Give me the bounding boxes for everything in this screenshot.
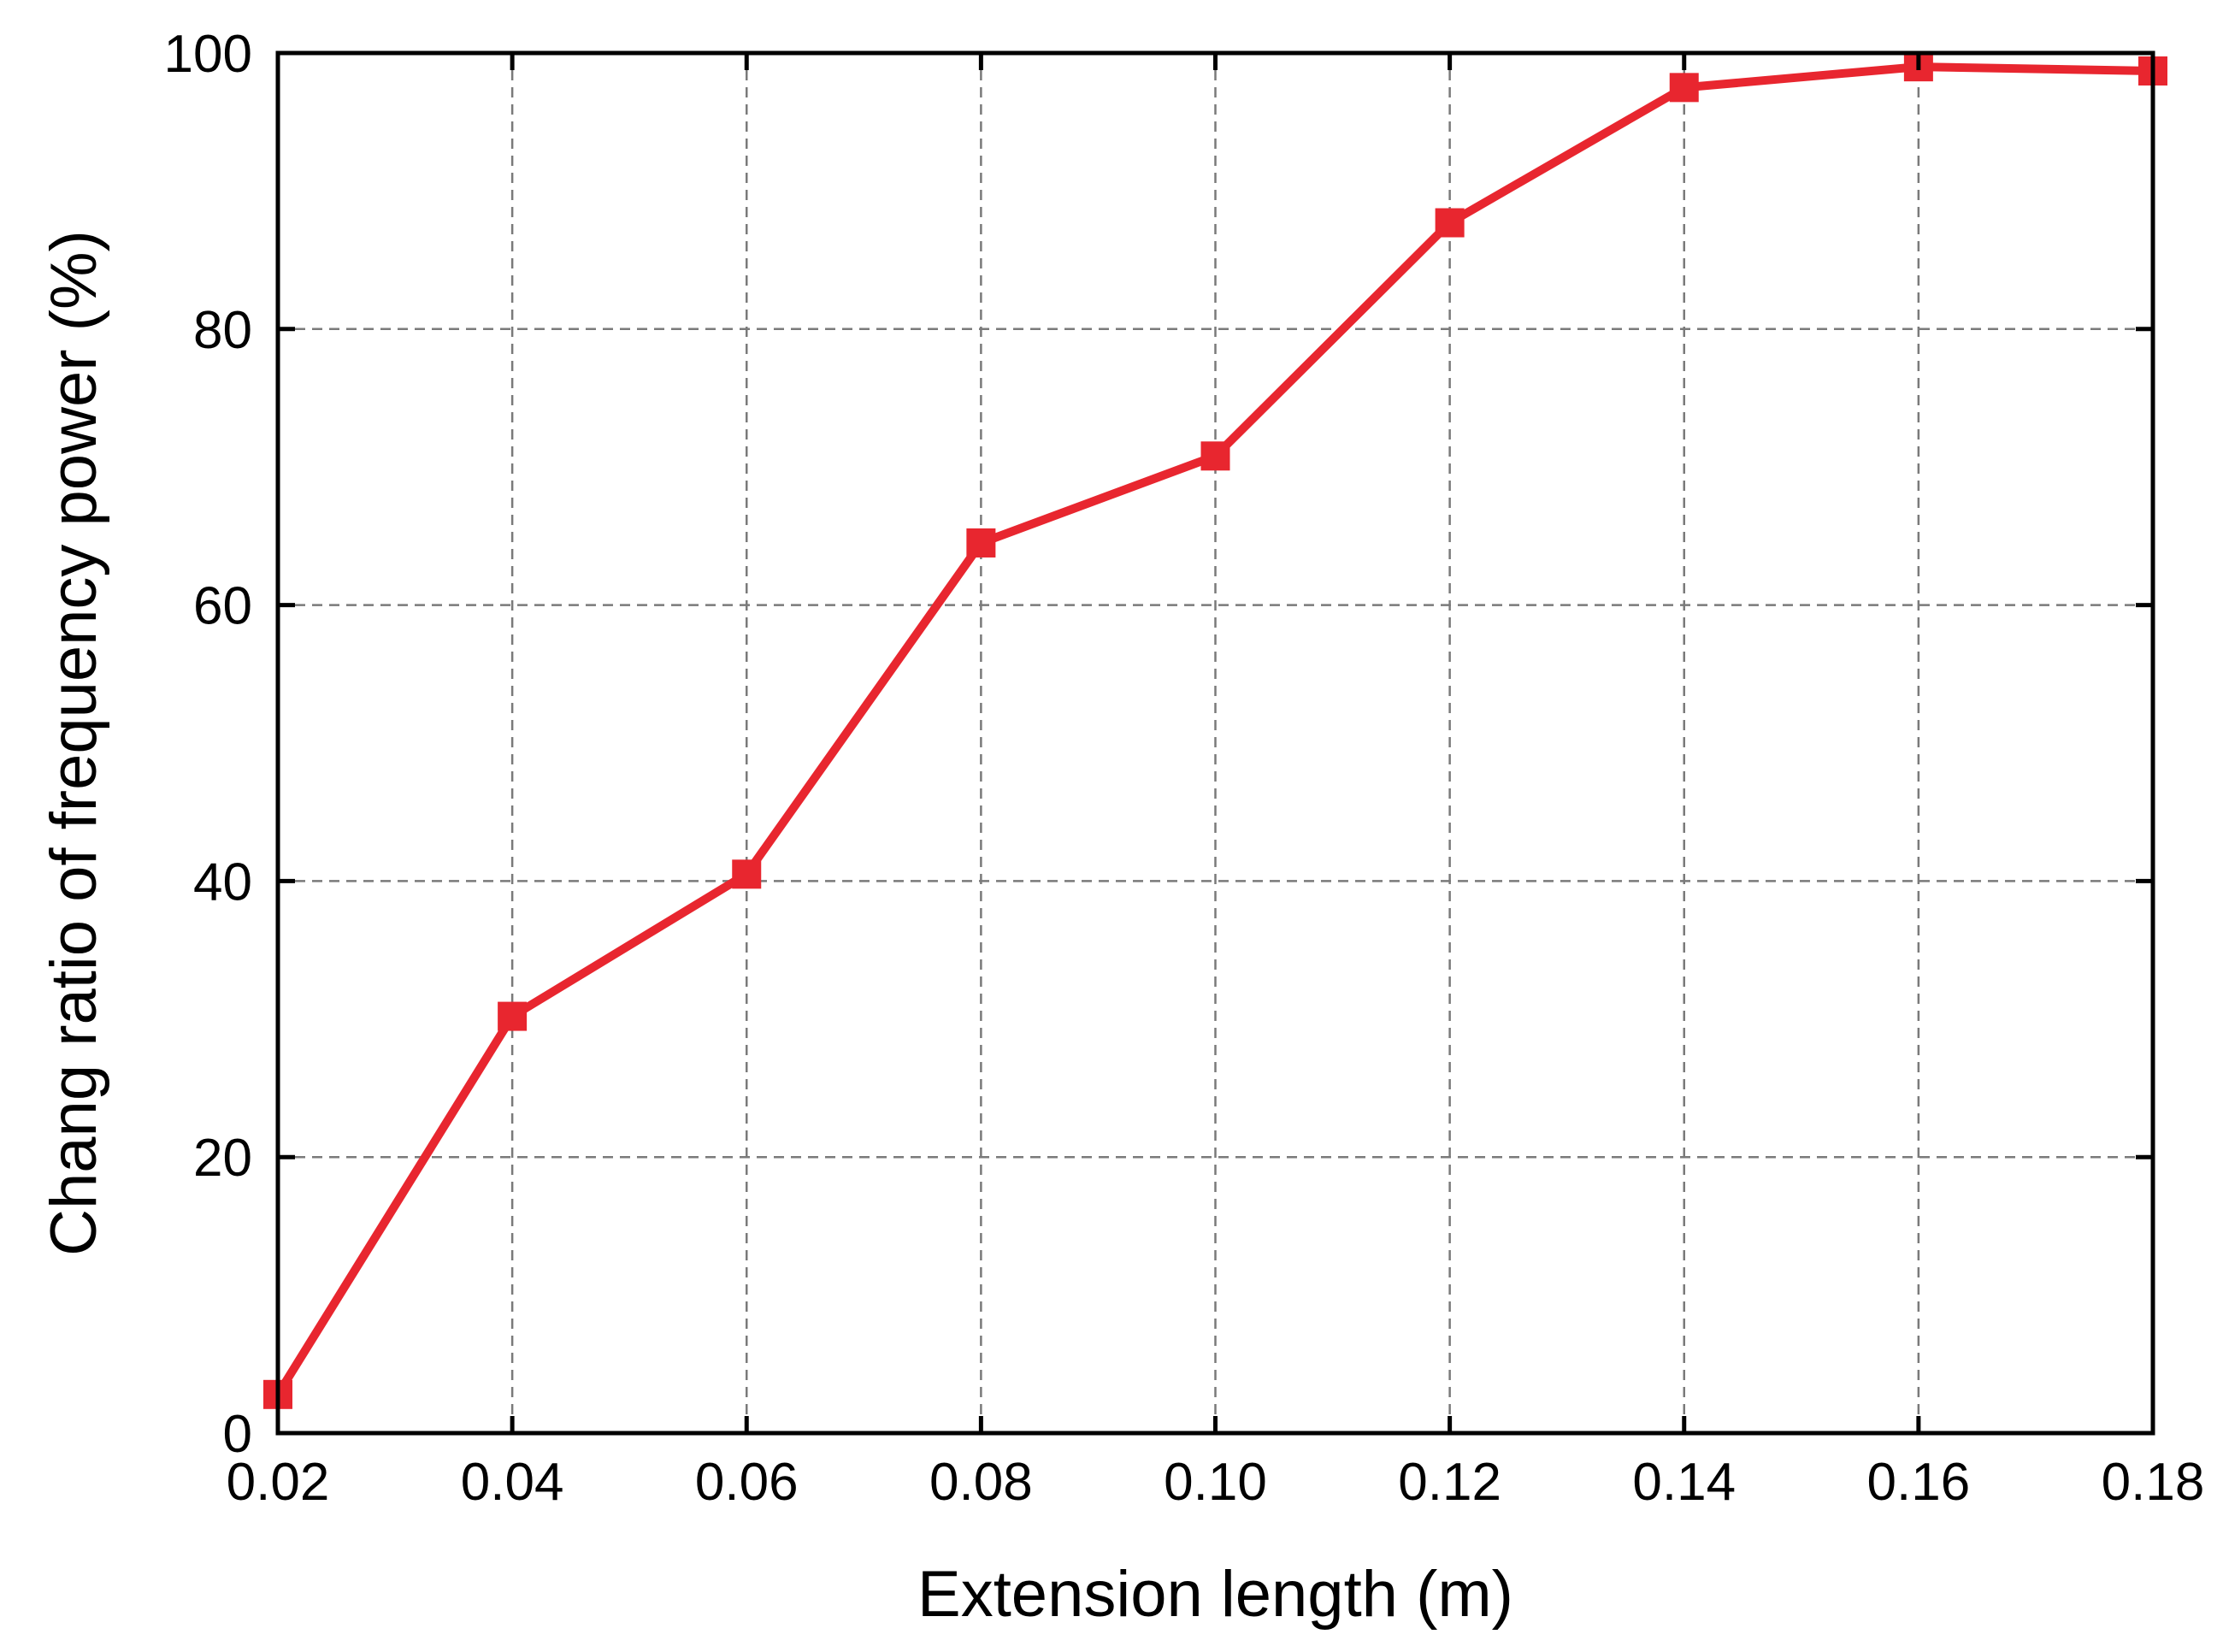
data-point-marker [966, 528, 996, 558]
data-point-marker [1669, 73, 1699, 103]
x-tick-label: 0.12 [1398, 1453, 1501, 1512]
grid [278, 53, 2153, 1433]
data-point-marker [1200, 441, 1230, 471]
data-point-marker [1435, 208, 1465, 238]
y-tick-label: 0 [223, 1405, 252, 1464]
x-tick-label: 0.10 [1164, 1453, 1267, 1512]
x-axis-tick-labels: 0.02 0.04 0.06 0.08 0.10 0.12 0.14 0.16 0.18 [227, 1453, 2205, 1512]
y-tick-label: 60 [193, 577, 252, 636]
y-tick-label: 40 [193, 853, 252, 912]
x-tick-label: 0.18 [2102, 1453, 2205, 1512]
x-axis-title: Extension length (m) [917, 1558, 1513, 1631]
x-tick-label: 0.08 [929, 1453, 1033, 1512]
y-tick-label: 100 [164, 25, 252, 84]
y-tick-label: 20 [193, 1129, 252, 1188]
y-axis-title: Chang ratio of frequency power (%) [38, 230, 110, 1256]
data-point-marker [498, 1001, 528, 1031]
axis-ticks [275, 50, 2155, 1436]
x-tick-label: 0.04 [461, 1453, 564, 1512]
y-axis-tick-labels: 0 20 40 60 80 100 [164, 25, 252, 1464]
x-tick-label: 0.06 [695, 1453, 799, 1512]
x-tick-label: 0.02 [227, 1453, 330, 1512]
data-point-marker [732, 859, 762, 889]
x-tick-label: 0.14 [1632, 1453, 1736, 1512]
x-tick-label: 0.16 [1867, 1453, 1971, 1512]
y-tick-label: 80 [193, 301, 252, 360]
